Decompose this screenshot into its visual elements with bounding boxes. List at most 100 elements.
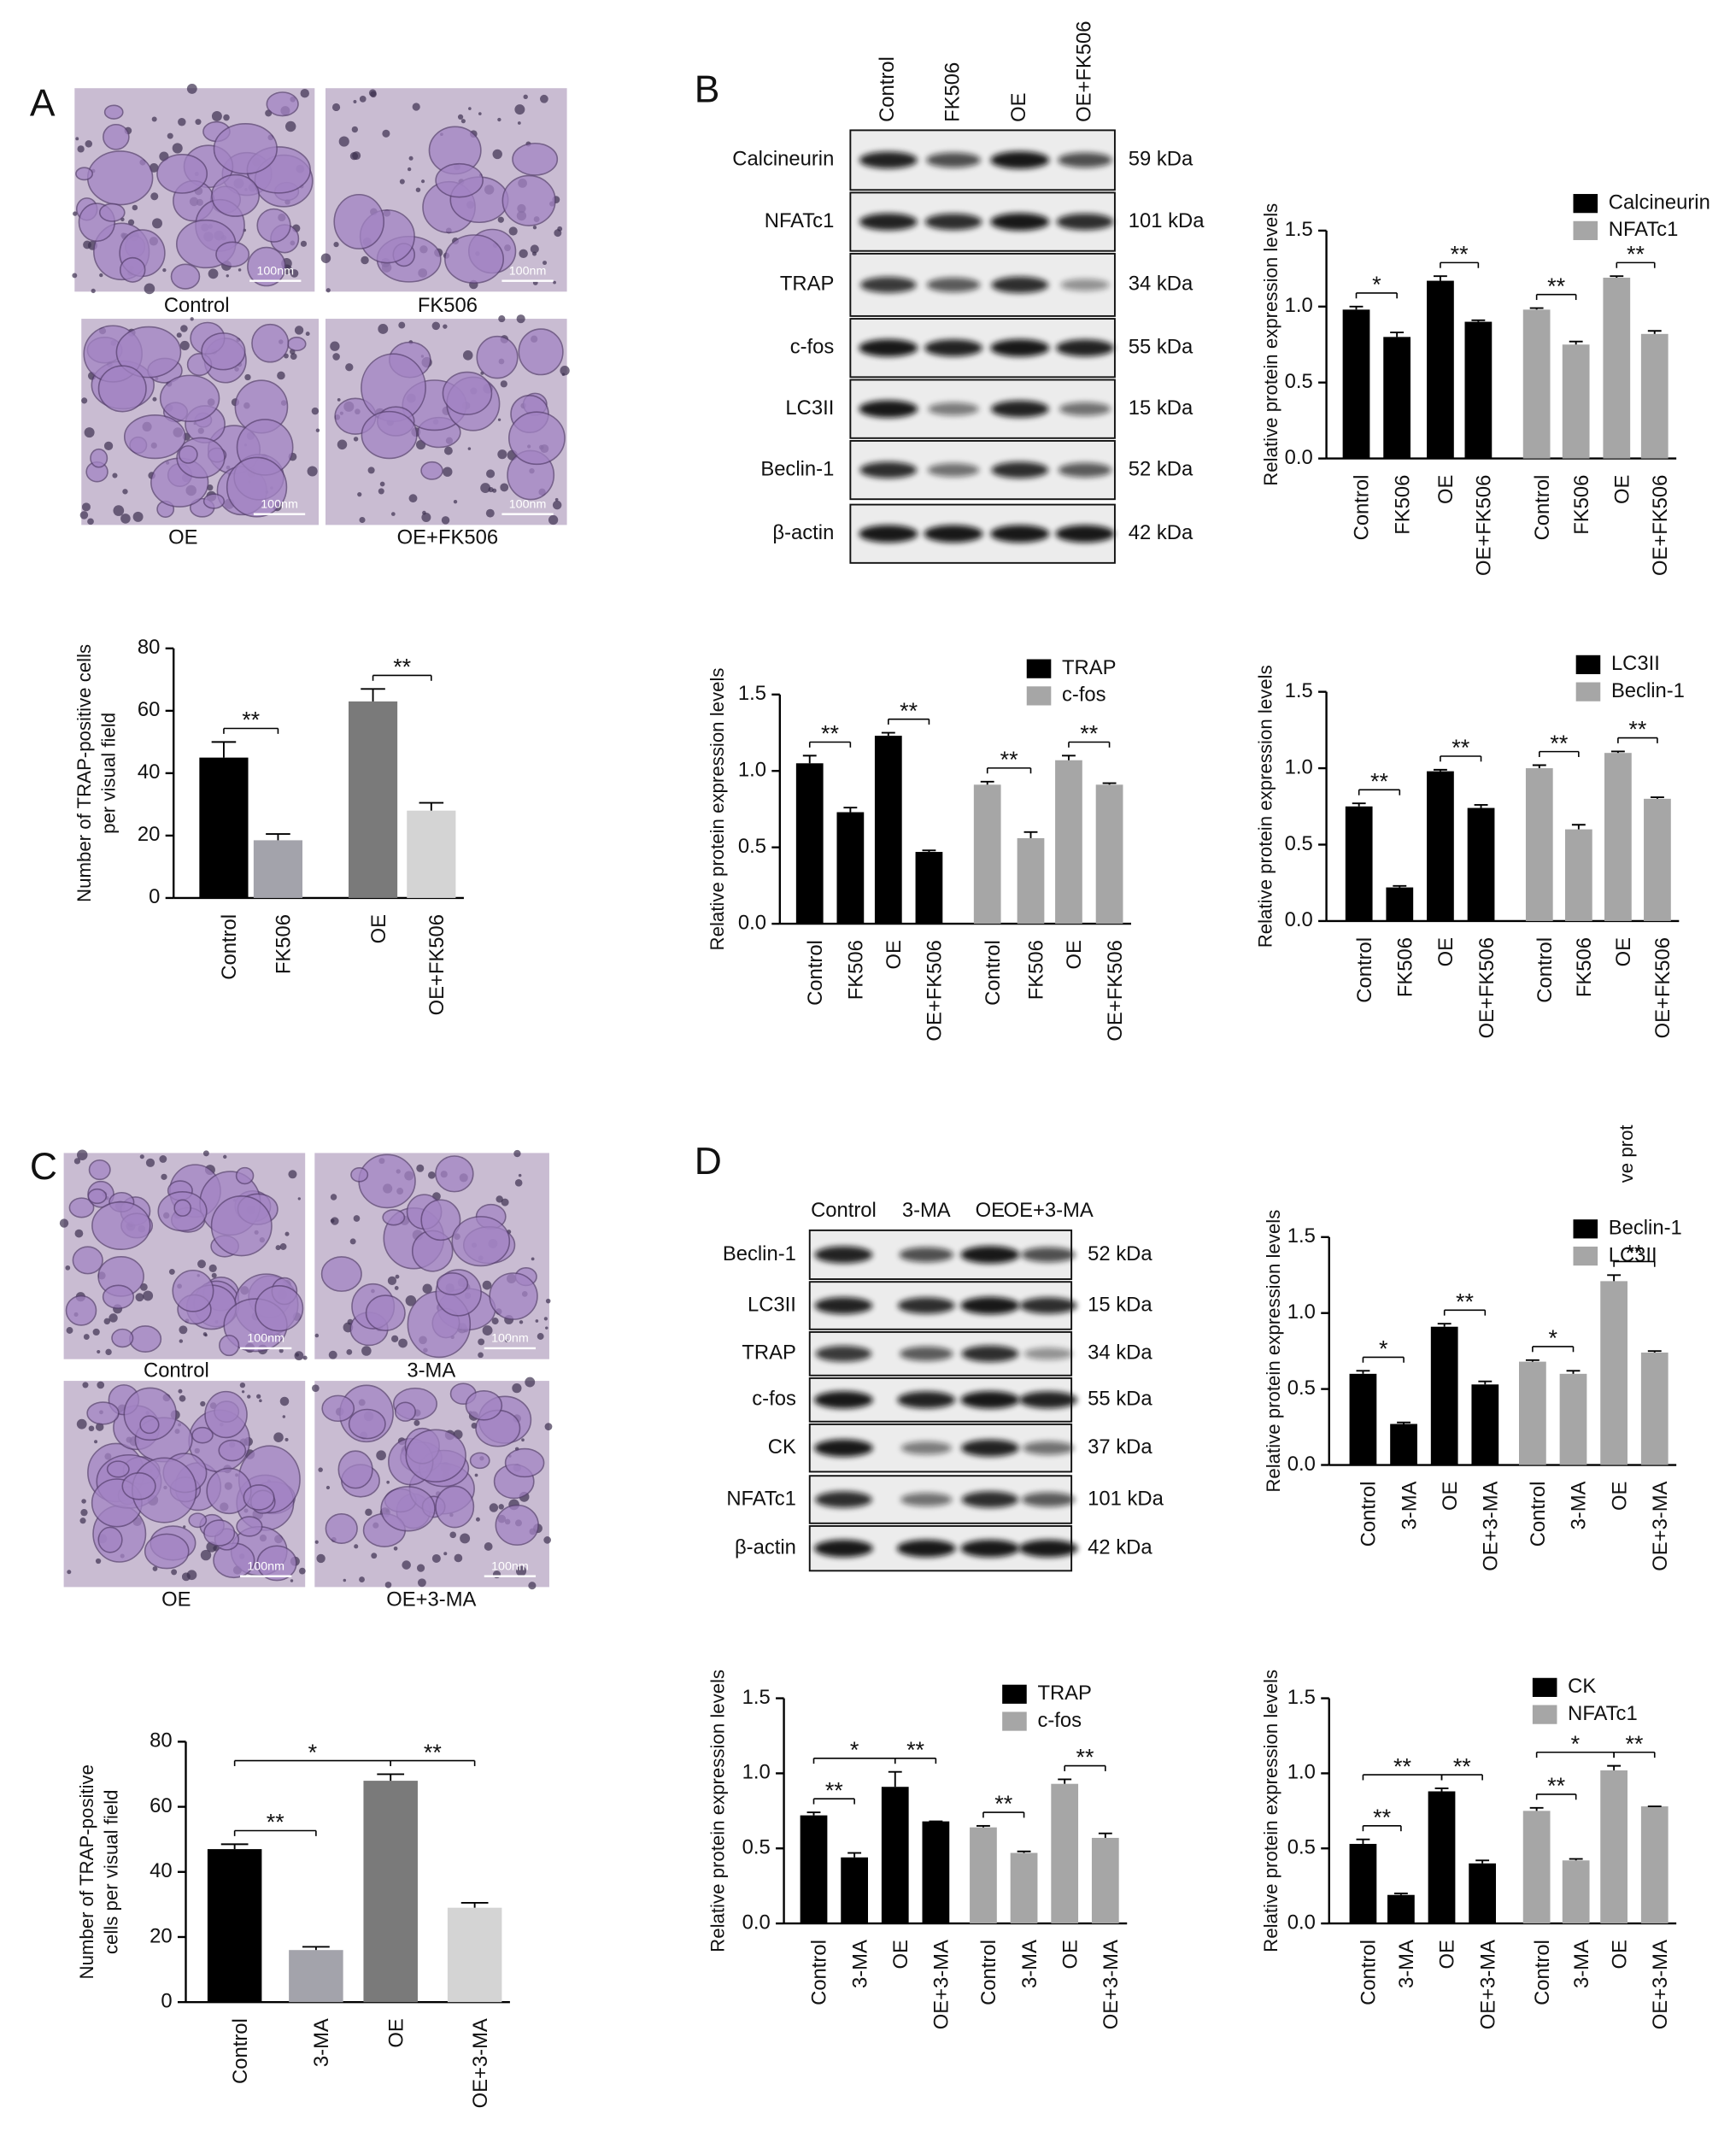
image-caption: FK506 <box>418 294 478 317</box>
speck <box>500 380 507 388</box>
blot-band <box>900 1346 953 1361</box>
image-caption: OE+FK506 <box>397 526 498 549</box>
speck <box>91 288 96 294</box>
x-tick-label: OE+FK506 <box>1104 940 1127 1041</box>
speck <box>76 1149 88 1160</box>
speck <box>326 288 331 293</box>
x-tick-label: Control <box>1351 475 1374 541</box>
protein-label: NFATc1 <box>765 209 835 232</box>
bar <box>1427 280 1454 459</box>
bar <box>1562 344 1590 459</box>
speck <box>85 140 93 148</box>
legend-swatch <box>1532 1705 1557 1724</box>
speck <box>290 1579 294 1582</box>
significance-label: ** <box>1080 721 1098 747</box>
speck <box>315 428 320 432</box>
speck <box>530 244 539 254</box>
x-tick-label: 3-MA <box>310 2018 333 2067</box>
speck <box>384 1582 392 1588</box>
size-label: 15 kDa <box>1088 1293 1152 1316</box>
cell <box>236 1516 263 1537</box>
blot-band <box>991 461 1049 478</box>
speck <box>393 1546 398 1551</box>
y-tick-label: 0.0 <box>1287 1453 1316 1476</box>
speck <box>83 1334 90 1341</box>
legend-swatch <box>1575 655 1601 675</box>
speck <box>443 446 453 455</box>
cell <box>256 1545 297 1582</box>
y-tick-label: 0.5 <box>1285 832 1313 855</box>
x-tick-label: OE+3-MA <box>1649 1940 1672 2029</box>
speck <box>84 427 95 438</box>
speck <box>408 156 413 161</box>
blot-band <box>1059 402 1111 416</box>
cell <box>518 328 564 376</box>
speck <box>139 1154 144 1159</box>
speck <box>545 1326 548 1330</box>
cell <box>90 448 108 468</box>
bar <box>800 1815 828 1924</box>
speck <box>152 396 157 402</box>
cell <box>451 1216 511 1267</box>
x-tick-label: Control <box>977 1940 1000 2005</box>
speck <box>330 1194 337 1201</box>
speck <box>417 1578 426 1588</box>
y-tick-label: 0 <box>149 885 160 908</box>
cell <box>382 1209 406 1226</box>
cell <box>247 246 286 287</box>
significance-label: ** <box>994 1791 1012 1817</box>
blot-band <box>814 1539 873 1558</box>
speck <box>505 1339 508 1342</box>
speck <box>482 1280 492 1290</box>
cell <box>139 1415 160 1435</box>
speck <box>312 1384 320 1393</box>
bar <box>874 736 902 925</box>
x-tick-label: Control <box>1527 1482 1550 1547</box>
significance-label: ** <box>267 1810 284 1835</box>
size-label: 42 kDa <box>1129 521 1194 544</box>
protein-label: LC3II <box>748 1293 796 1316</box>
size-label: 52 kDa <box>1088 1242 1152 1265</box>
legend-swatch <box>1026 659 1052 678</box>
cell <box>218 1439 247 1462</box>
cell <box>350 1167 369 1183</box>
speck <box>259 1399 262 1403</box>
speck <box>415 187 421 192</box>
speck <box>178 1388 183 1394</box>
speck <box>492 488 497 493</box>
speck <box>290 269 299 278</box>
blot-band <box>990 525 1050 543</box>
y-axis-label: per visual field <box>97 713 119 834</box>
speck <box>460 1533 471 1544</box>
cell <box>358 1154 416 1209</box>
speck <box>333 242 339 248</box>
protein-label: Calcineurin <box>732 148 834 171</box>
significance-label: ** <box>424 1740 442 1765</box>
y-axis-label: Number of TRAP-positive <box>76 1764 97 1980</box>
blot-band <box>928 402 979 416</box>
speck <box>408 494 418 503</box>
speck <box>371 1553 378 1559</box>
significance-label: ** <box>1451 242 1469 267</box>
significance-label: ** <box>1550 731 1568 756</box>
speck <box>422 1283 432 1294</box>
speck <box>294 1351 304 1361</box>
speck <box>353 1215 361 1222</box>
speck <box>145 1158 155 1167</box>
speck <box>367 467 375 474</box>
cell <box>115 326 182 379</box>
y-tick-label: 40 <box>138 760 160 784</box>
size-label: 42 kDa <box>1088 1535 1152 1559</box>
blot-band <box>960 1296 1020 1315</box>
bar <box>881 1787 909 1924</box>
speck <box>378 488 384 495</box>
x-tick-label: OE <box>367 914 390 943</box>
x-tick-label: Control <box>1358 1940 1381 2005</box>
cell <box>211 173 260 217</box>
speck <box>349 1238 356 1245</box>
cell <box>123 414 186 460</box>
bar <box>363 1781 418 2003</box>
bar <box>1640 333 1669 459</box>
speck <box>211 111 222 121</box>
speck <box>120 514 131 524</box>
